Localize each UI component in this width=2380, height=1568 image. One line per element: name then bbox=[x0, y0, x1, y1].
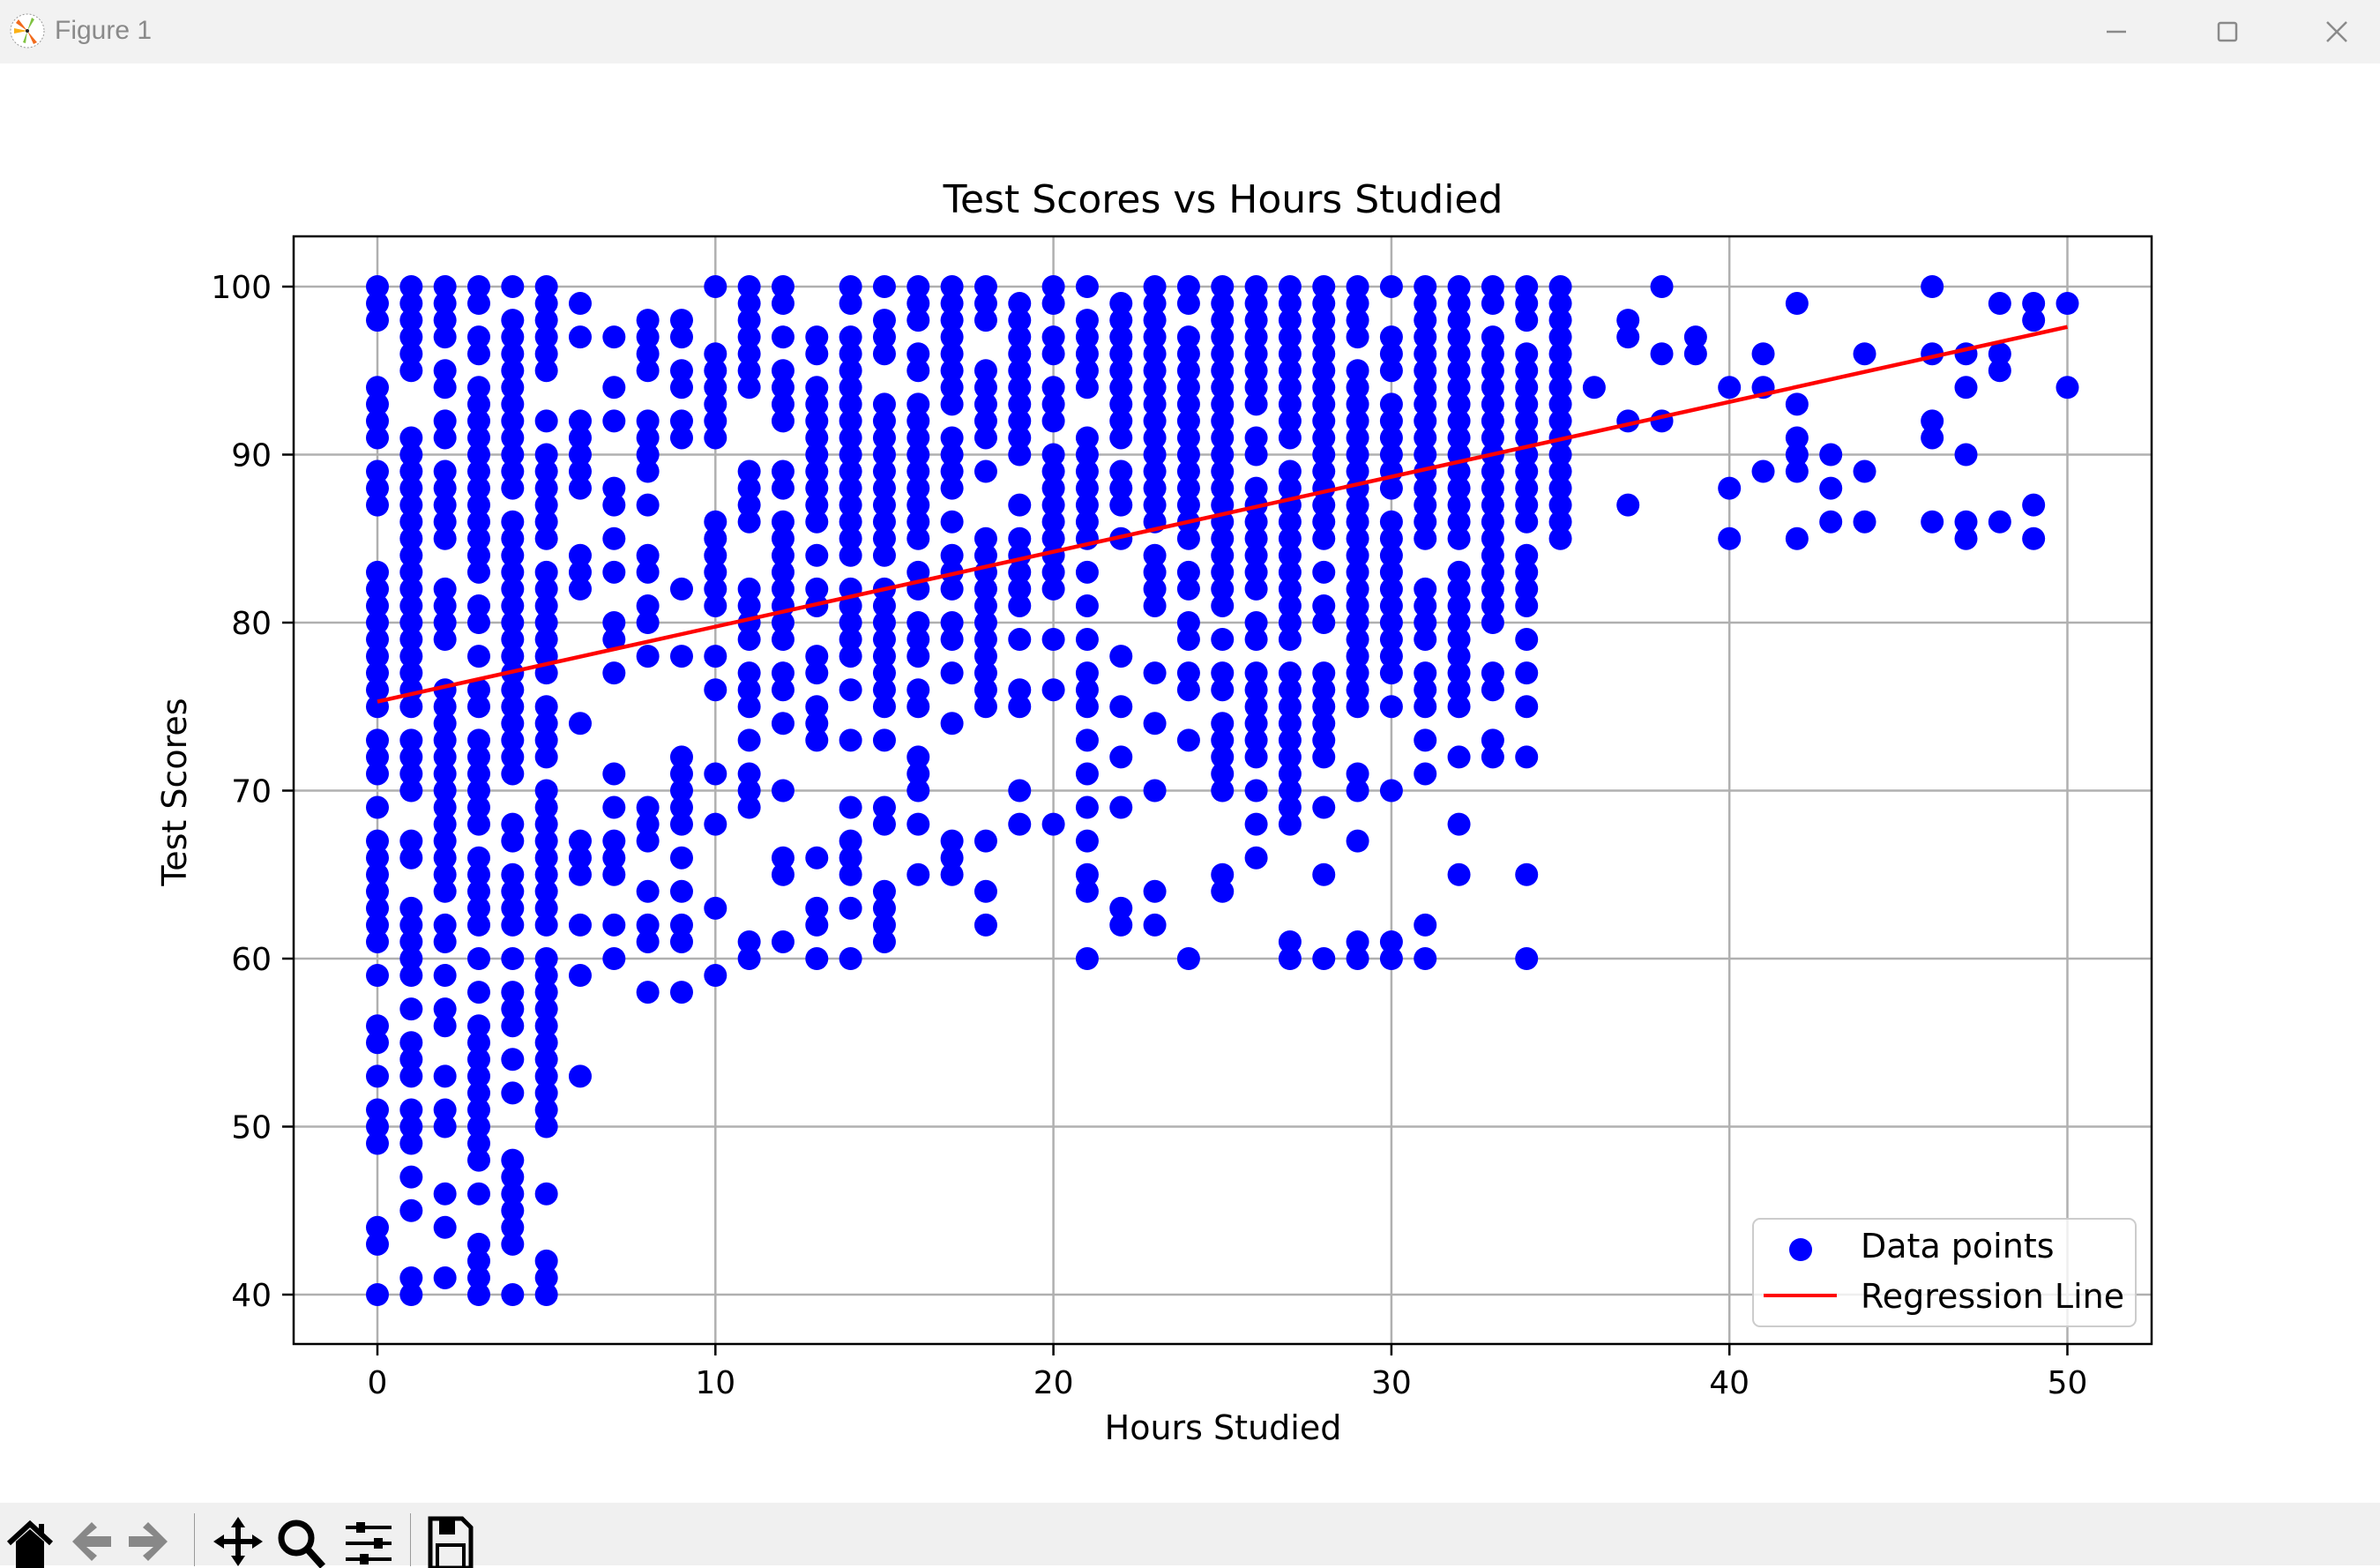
floppy-disk-icon[interactable] bbox=[423, 1515, 476, 1568]
navigation-toolbar bbox=[0, 1503, 2380, 1568]
chart-title: Test Scores vs Hours Studied bbox=[943, 177, 1503, 222]
window-title: Figure 1 bbox=[55, 16, 153, 45]
minimize-button[interactable] bbox=[2063, 0, 2169, 63]
toolbar-separator bbox=[410, 1513, 411, 1566]
legend-marker-points bbox=[1789, 1238, 1812, 1261]
maximize-button[interactable] bbox=[2175, 0, 2280, 63]
y-tick-label: 90 bbox=[231, 438, 272, 474]
magnifier-icon[interactable] bbox=[273, 1515, 326, 1568]
y-tick-label: 60 bbox=[231, 942, 272, 978]
x-tick-label: 20 bbox=[1033, 1365, 1074, 1401]
regression-line bbox=[377, 325, 2068, 704]
y-tick-label: 50 bbox=[231, 1110, 272, 1146]
x-tick-label: 30 bbox=[1371, 1365, 1412, 1401]
close-button[interactable] bbox=[2284, 0, 2380, 63]
y-tick-label: 40 bbox=[231, 1278, 272, 1314]
legend: Data points Regression Line bbox=[1752, 1218, 2137, 1327]
x-tick-label: 50 bbox=[2048, 1365, 2088, 1401]
y-axis-ticks: 40 50 60 70 80 90 100 bbox=[211, 270, 294, 1314]
legend-label-points: Data points bbox=[1861, 1227, 2055, 1266]
y-axis-label: Test Scores bbox=[155, 698, 194, 886]
x-axis-ticks: 0 10 20 30 40 50 bbox=[368, 1344, 2088, 1401]
arrow-right-icon[interactable] bbox=[122, 1515, 175, 1568]
y-tick-label: 70 bbox=[231, 774, 272, 810]
sliders-icon[interactable] bbox=[342, 1515, 395, 1568]
legend-label-regression: Regression Line bbox=[1861, 1277, 2124, 1316]
close-icon bbox=[2326, 21, 2347, 42]
y-tick-label: 100 bbox=[211, 270, 272, 306]
maximize-icon bbox=[2217, 21, 2238, 42]
x-axis-label: Hours Studied bbox=[1105, 1408, 1342, 1447]
matplotlib-logo-icon bbox=[10, 13, 45, 49]
figure-canvas[interactable]: 0 10 20 30 40 50 40 50 60 70 80 90 100 Test Scores … bbox=[0, 63, 2380, 1503]
home-icon[interactable] bbox=[4, 1515, 56, 1568]
move-icon[interactable] bbox=[212, 1515, 265, 1568]
arrow-left-icon[interactable] bbox=[65, 1515, 118, 1568]
x-tick-label: 10 bbox=[695, 1365, 735, 1401]
scatter-plot: 0 10 20 30 40 50 40 50 60 70 80 90 100 Test Scores … bbox=[155, 177, 2153, 1447]
x-tick-label: 0 bbox=[368, 1365, 388, 1401]
y-tick-label: 80 bbox=[231, 606, 272, 642]
x-tick-label: 40 bbox=[1709, 1365, 1750, 1401]
minimize-icon bbox=[2107, 30, 2126, 34]
toolbar-separator bbox=[194, 1513, 195, 1566]
window-titlebar: Figure 1 bbox=[0, 0, 2380, 63]
